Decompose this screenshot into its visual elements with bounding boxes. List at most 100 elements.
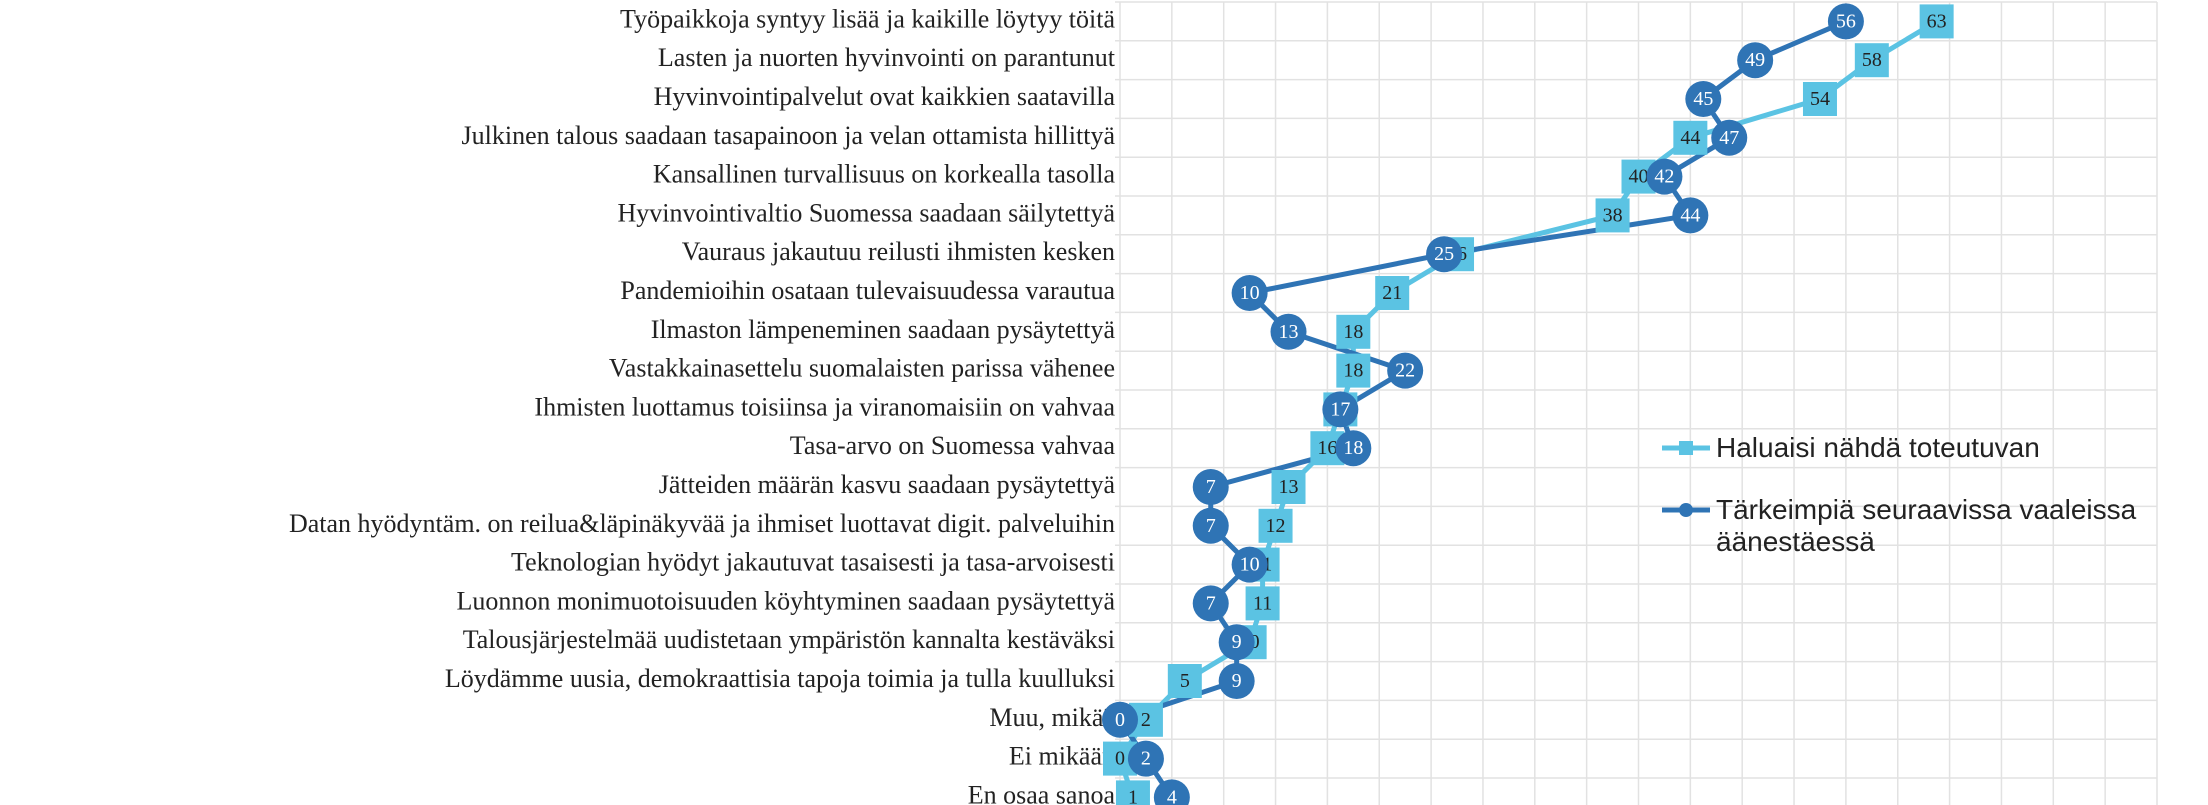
category-label: Vastakkainasettelu suomalaisten parissa … — [609, 354, 1115, 383]
legend-marker — [1679, 441, 1693, 455]
legend-icon — [1662, 503, 1710, 517]
data-label: 13 — [1279, 476, 1299, 498]
legend: Haluaisi nähdä toteutuvan Tärkeimpiä seur… — [1660, 432, 2208, 588]
marker — [1375, 276, 1410, 310]
marker — [1335, 430, 1372, 467]
marker — [1218, 624, 1255, 661]
data-label: 49 — [1745, 49, 1765, 71]
data-label: 12 — [1266, 515, 1286, 537]
marker — [1387, 352, 1424, 389]
data-label: 18 — [1343, 321, 1363, 343]
data-label: 18 — [1343, 437, 1363, 459]
data-label: 58 — [1862, 49, 1882, 71]
marker — [1115, 780, 1150, 805]
marker — [1231, 546, 1268, 583]
data-label: 21 — [1382, 282, 1402, 304]
category-label: Ilmaston lämpeneminen saadaan pysäytetty… — [651, 315, 1116, 344]
data-label: 7 — [1206, 592, 1216, 614]
marker — [1322, 391, 1359, 428]
data-label: 11 — [1253, 592, 1272, 614]
data-label: 7 — [1206, 515, 1216, 537]
marker — [1167, 664, 1202, 698]
data-label: 25 — [1434, 243, 1454, 265]
data-label: 0 — [1115, 748, 1125, 770]
category-label: Pandemioihin osataan tulevaisuudessa var… — [620, 276, 1115, 305]
legend-item: Tärkeimpiä seuraavissa vaaleissa äänestä… — [1660, 494, 2208, 558]
category-label: Teknologian hyödyt jakautuvat tasaisesti… — [511, 548, 1115, 577]
data-label: 22 — [1395, 360, 1415, 382]
data-label: 44 — [1680, 127, 1700, 149]
marker — [1595, 198, 1630, 233]
legend-marker — [1679, 503, 1693, 517]
marker — [1672, 197, 1709, 234]
data-label: 9 — [1232, 670, 1242, 692]
marker — [1127, 740, 1164, 777]
data-label: 5 — [1180, 670, 1190, 692]
data-label: 54 — [1810, 88, 1830, 110]
category-label: Luonnon monimuotoisuuden köyhtyminen saa… — [456, 586, 1115, 615]
marker — [1258, 508, 1293, 543]
marker — [1711, 119, 1748, 156]
data-label: 40 — [1629, 166, 1649, 188]
category-label: Hyvinvointipalvelut ovat kaikkien saatav… — [654, 82, 1116, 111]
category-label: Lasten ja nuorten hyvinvointi on parantu… — [658, 43, 1116, 72]
data-label: 44 — [1680, 204, 1700, 226]
data-label: 38 — [1603, 204, 1623, 226]
category-label: En osaa sanoa — [968, 780, 1116, 805]
marker — [1827, 3, 1864, 40]
category-label: Datan hyödyntäm. on reilua&läpinäkyvää j… — [289, 509, 1115, 538]
marker — [1271, 470, 1306, 504]
marker — [1218, 663, 1255, 699]
data-label: 16 — [1317, 437, 1337, 459]
marker — [1737, 42, 1774, 79]
data-label: 10 — [1240, 554, 1260, 576]
category-label: Työpaikkoja syntyy lisää ja kaikille löy… — [620, 4, 1115, 33]
data-label: 42 — [1654, 166, 1674, 188]
category-label: Jätteiden määrän kasvu saadaan pysäytett… — [659, 470, 1116, 499]
data-label: 63 — [1927, 10, 1947, 32]
marker — [1646, 158, 1683, 195]
marker — [1802, 82, 1837, 116]
category-label: Kansallinen turvallisuus on korkealla ta… — [653, 160, 1116, 189]
data-label: 4 — [1167, 786, 1177, 805]
marker — [1854, 43, 1889, 78]
data-label: 18 — [1343, 360, 1363, 382]
category-label: Löydämme uusia, demokraattisia tapoja to… — [445, 664, 1115, 693]
marker — [1685, 81, 1722, 117]
category-label: Talousjärjestelmää uudistetaan ympäristö… — [463, 625, 1115, 654]
category-label: Ihmisten luottamus toisiinsa ja viranoma… — [534, 392, 1115, 421]
marker — [1336, 353, 1371, 388]
legend-label: Haluaisi nähdä toteutuvan — [1716, 432, 2040, 463]
data-label: 0 — [1115, 709, 1125, 731]
category-label: Ei mikään — [1009, 742, 1115, 771]
marker — [1192, 585, 1229, 622]
data-label: 13 — [1279, 321, 1299, 343]
data-label: 2 — [1141, 709, 1151, 731]
category-label: Muu, mikä? — [989, 703, 1115, 732]
legend-label: Tärkeimpiä seuraavissa vaaleissa äänestä… — [1716, 494, 2137, 557]
marker — [1426, 236, 1463, 273]
data-label: 1 — [1128, 786, 1138, 805]
marker — [1192, 507, 1229, 544]
data-label: 56 — [1836, 10, 1856, 32]
data-label: 2 — [1141, 748, 1151, 770]
data-label: 45 — [1693, 88, 1713, 110]
category-label: Hyvinvointivaltio Suomessa saadaan säily… — [617, 198, 1115, 227]
data-label: 7 — [1206, 476, 1216, 498]
category-label: Julkinen talous saadaan tasapainoon ja v… — [462, 121, 1116, 150]
legend-icon — [1662, 441, 1710, 455]
marker — [1336, 314, 1371, 349]
marker — [1192, 469, 1229, 505]
marker — [1102, 701, 1138, 738]
marker — [1270, 313, 1307, 350]
data-label: 10 — [1240, 282, 1260, 304]
category-label: Vauraus jakautuu reilusti ihmisten keske… — [682, 237, 1115, 266]
marker — [1153, 779, 1190, 805]
category-label: Tasa-arvo on Suomessa vahvaa — [790, 431, 1116, 460]
marker — [1231, 275, 1268, 311]
legend-item: Haluaisi nähdä toteutuvan — [1660, 432, 2208, 464]
marker — [1919, 4, 1954, 39]
marker — [1673, 120, 1708, 155]
